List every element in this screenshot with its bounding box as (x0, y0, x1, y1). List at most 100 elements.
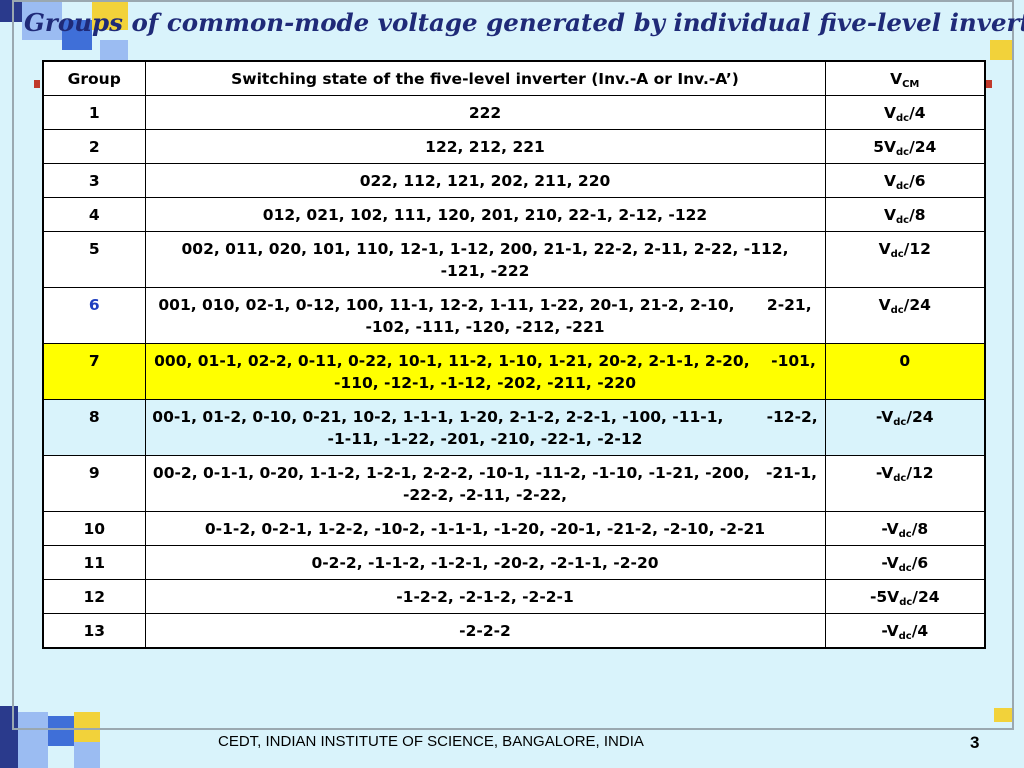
cell-vcm: -Vdc/4 (824, 613, 986, 649)
cell-group: 2 (42, 129, 146, 164)
table-row: 6 001, 010, 02-1, 0-12, 100, 11-1, 12-2, … (42, 287, 986, 344)
decor-square (74, 742, 100, 768)
vcm-prefix: -V (881, 622, 899, 640)
table-row: 11 0-2-2, -1-1-2, -1-2-1, -20-2, -2-1-1, … (42, 545, 986, 580)
vcm-subscript: dc (893, 473, 907, 484)
table-row: 3 022, 112, 121, 202, 211, 220 Vdc/6 (42, 163, 986, 198)
vcm-prefix: V (883, 206, 896, 224)
vcm-suffix: /8 (909, 206, 926, 224)
decor-square (994, 708, 1014, 722)
vcm-suffix: /8 (911, 520, 929, 538)
cell-switching-state: 0-2-2, -1-1-2, -1-2-1, -20-2, -2-1-1, -2… (144, 545, 826, 580)
vcm-suffix: /12 (906, 464, 934, 482)
vcm-subscript: dc (898, 631, 912, 642)
table-row: 7 000, 01-1, 02-2, 0-11, 0-22, 10-1, 11-2… (42, 343, 986, 400)
vcm-subscript: dc (890, 305, 904, 316)
vcm-prefix: V (883, 104, 896, 122)
vcm-subscript: dc (898, 563, 912, 574)
table-row: 2 122, 212, 221 5Vdc/24 (42, 129, 986, 164)
cell-vcm: -Vdc/24 (824, 399, 986, 456)
vcm-subscript: dc (890, 249, 904, 260)
vcm-subscript: dc (898, 529, 912, 540)
vcm-suffix: /4 (911, 622, 929, 640)
vcm-subscript: CM (902, 79, 920, 90)
cell-group: 1 (42, 95, 146, 130)
decor-square (74, 712, 100, 742)
decor-square (18, 712, 48, 768)
decor-square (62, 20, 92, 50)
cell-switching-state: 222 (144, 95, 826, 130)
header-switching-state: Switching state of the five-level invert… (144, 60, 826, 96)
slide-title: Groups of common-mode voltage generated … (24, 8, 1024, 37)
cell-vcm: -Vdc/8 (824, 511, 986, 546)
vcm-prefix: -5V (869, 588, 900, 606)
cell-switching-state: 00-2, 0-1-1, 0-20, 1-1-2, 1-2-1, 2-2-2, … (144, 455, 826, 512)
vcm-subscript: dc (899, 597, 913, 608)
cell-vcm: 5Vdc/24 (824, 129, 986, 164)
vcm-prefix: -V (875, 464, 894, 482)
cell-group: 3 (42, 163, 146, 198)
cell-vcm: Vdc/4 (824, 95, 986, 130)
cell-switching-state: 0-1-2, 0-2-1, 1-2-2, -10-2, -1-1-1, -1-2… (144, 511, 826, 546)
cell-switching-state: -1-2-2, -2-1-2, -2-2-1 (144, 579, 826, 614)
decor-square (22, 0, 62, 40)
vcm-subscript: dc (895, 147, 910, 158)
table-row: 4 012, 021, 102, 111, 120, 201, 210, 22-1… (42, 197, 986, 232)
vcm-suffix: /6 (911, 554, 929, 572)
cell-switching-state: 122, 212, 221 (144, 129, 826, 164)
vcm-prefix: V (878, 296, 891, 314)
table-row: 10 0-1-2, 0-2-1, 1-2-2, -10-2, -1-1-1, -1… (42, 511, 986, 546)
table-row: 5 002, 011, 020, 101, 110, 12-1, 1-12, 20… (42, 231, 986, 288)
cell-group: 4 (42, 197, 146, 232)
cell-switching-state: 00-1, 01-2, 0-10, 0-21, 10-2, 1-1-1, 1-2… (144, 399, 826, 456)
decor-square (48, 716, 74, 746)
cell-group: 7 (42, 343, 146, 400)
vcm-suffix: /24 (912, 588, 940, 606)
table-row: 8 00-1, 01-2, 0-10, 0-21, 10-2, 1-1-1, 1-… (42, 399, 986, 456)
table-row: 9 00-2, 0-1-1, 0-20, 1-1-2, 1-2-1, 2-2-2,… (42, 455, 986, 512)
vcm-prefix: 5V (873, 138, 896, 156)
cell-group: 10 (42, 511, 146, 546)
vcm-suffix: /24 (903, 296, 931, 314)
vcm-prefix: -V (881, 554, 899, 572)
vcm-suffix: /12 (903, 240, 931, 258)
vcm-prefix: V (883, 172, 896, 190)
vcm-subscript: dc (895, 113, 910, 124)
cell-vcm: -Vdc/6 (824, 545, 986, 580)
vcm-prefix: V (878, 240, 891, 258)
table-row: 12 -1-2-2, -2-1-2, -2-2-1 -5Vdc/24 (42, 579, 986, 614)
cell-group: 5 (42, 231, 146, 288)
cell-switching-state: 001, 010, 02-1, 0-12, 100, 11-1, 12-2, 1… (144, 287, 826, 344)
cell-switching-state: 012, 021, 102, 111, 120, 201, 210, 22-1,… (144, 197, 826, 232)
table-header-row: Group Switching state of the five-level … (42, 60, 986, 96)
cell-switching-state: 002, 011, 020, 101, 110, 12-1, 1-12, 200… (144, 231, 826, 288)
header-group: Group (42, 60, 146, 96)
footer-text: CEDT, INDIAN INSTITUTE OF SCIENCE, BANGA… (218, 733, 644, 750)
table-row: 1 222 Vdc/4 (42, 95, 986, 130)
vcm-subscript: dc (895, 215, 910, 226)
cell-switching-state: 022, 112, 121, 202, 211, 220 (144, 163, 826, 198)
decor-square (986, 80, 992, 88)
cell-switching-state: -2-2-2 (144, 613, 826, 649)
cell-group: 13 (42, 613, 146, 649)
header-vcm: VCM (824, 60, 986, 96)
table-row: 13 -2-2-2 -Vdc/4 (42, 613, 986, 649)
vcm-suffix: /4 (909, 104, 926, 122)
cell-vcm: -5Vdc/24 (824, 579, 986, 614)
cell-group: 12 (42, 579, 146, 614)
decor-square (92, 0, 128, 30)
cell-vcm: Vdc/6 (824, 163, 986, 198)
cell-group: 9 (42, 455, 146, 512)
vcm-subscript: dc (895, 181, 910, 192)
cell-group: 8 (42, 399, 146, 456)
vcm-prefix: 0 (899, 352, 911, 370)
decor-square (100, 40, 128, 60)
voltage-groups-table: Group Switching state of the five-level … (42, 60, 986, 649)
decor-square (34, 80, 40, 88)
vcm-main: V (890, 70, 903, 88)
cell-vcm: Vdc/24 (824, 287, 986, 344)
cell-group: 6 (42, 287, 146, 344)
cell-vcm: Vdc/12 (824, 231, 986, 288)
vcm-suffix: /6 (909, 172, 926, 190)
